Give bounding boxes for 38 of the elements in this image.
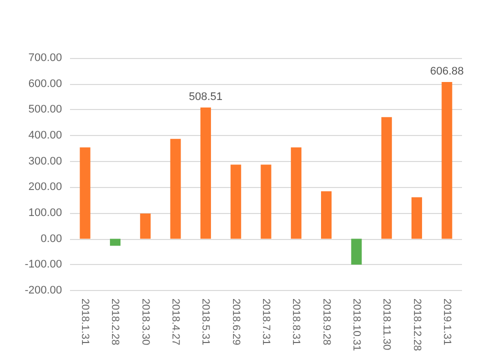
data-label: 508.51: [188, 90, 223, 103]
bar: [170, 138, 181, 239]
bar: [290, 147, 302, 239]
y-tick-label: 100.00: [28, 206, 62, 219]
bar: [80, 147, 90, 239]
x-tick-label: 2018.10.31: [350, 298, 362, 352]
x-tick-label: 2018.11.30: [380, 298, 393, 350]
bar: [260, 164, 272, 239]
x-tick-label: 2018.8.31: [290, 298, 302, 346]
y-tick-label: 400.00: [28, 129, 62, 142]
y-tick-label: -200.00: [24, 284, 62, 296]
bar: [442, 82, 452, 239]
y-tick-label: -100.00: [24, 258, 62, 271]
y-tick-label: 0.00: [40, 232, 62, 245]
x-tick-label: 2018.1.31: [79, 298, 92, 346]
bar: [321, 191, 332, 239]
bar: [381, 117, 392, 239]
data-label: 606.88: [430, 66, 464, 78]
x-tick-label: 2018.6.29: [230, 298, 242, 346]
x-tick-label: 2018.9.28: [320, 298, 332, 346]
y-tick-label: 500.00: [28, 104, 62, 116]
y-tick-label: 200.00: [28, 181, 62, 194]
x-tick-label: 2018.4.27: [170, 298, 182, 346]
y-tick-label: 600.00: [28, 78, 62, 90]
x-tick-label: 2019.1.31: [440, 298, 453, 346]
y-tick-label: 300.00: [28, 155, 62, 168]
bar: [140, 213, 151, 239]
bar: [411, 197, 422, 239]
x-tick-label: 2018.12.28: [410, 298, 423, 352]
y-tick-label: 700.00: [28, 52, 62, 64]
x-tick-label: 2018.3.30: [139, 298, 152, 346]
bar: [200, 107, 211, 239]
x-tick-label: 2018.2.28: [109, 298, 122, 346]
bar: [110, 238, 121, 246]
x-tick-label: 2018.7.31: [260, 298, 272, 346]
bar: [230, 164, 242, 239]
bar: [351, 238, 362, 265]
x-tick-label: 2018.5.31: [200, 298, 212, 346]
